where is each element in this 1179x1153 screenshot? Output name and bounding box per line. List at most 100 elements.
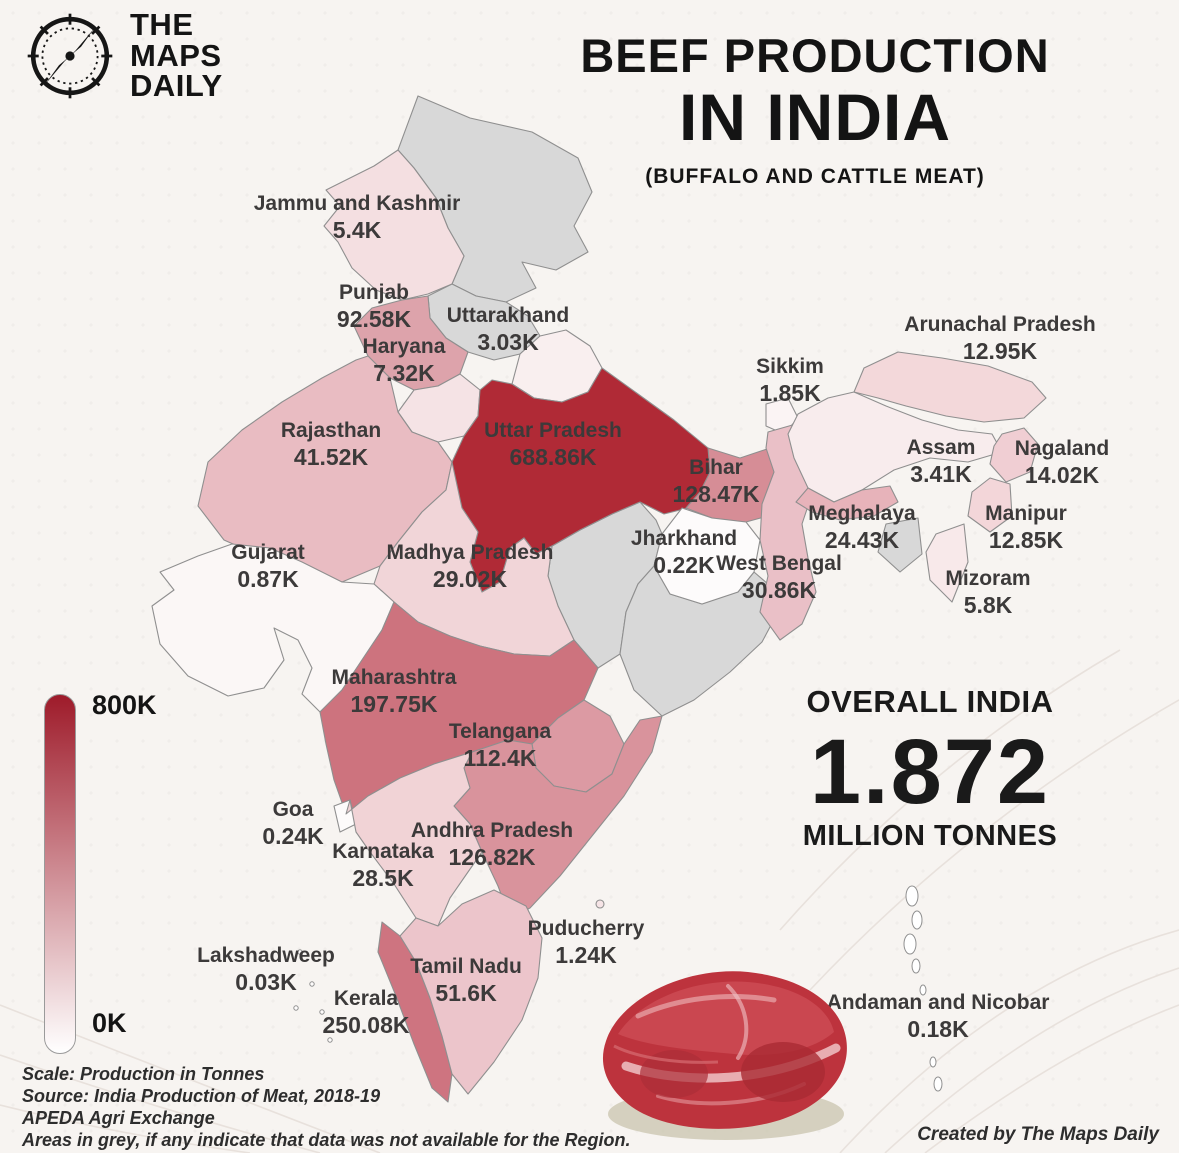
state-label-gujarat: Gujarat 0.87K — [231, 540, 305, 594]
state-value: 92.58K — [336, 306, 412, 333]
state-label-karnataka: Karnataka 28.5K — [332, 839, 434, 893]
state-label-meghalaya: Meghalaya 24.43K — [808, 501, 915, 555]
page-title-line2: IN INDIA — [679, 80, 951, 154]
state-name: Bihar — [689, 456, 743, 479]
footer-notes: Scale: Production in Tonnes Source: Indi… — [22, 1064, 630, 1152]
state-shape-jharkhand — [653, 507, 761, 605]
state-shape-jammu-kashmir — [323, 149, 465, 301]
state-name: Haryana — [362, 335, 446, 358]
state-value: 51.6K — [435, 980, 497, 1007]
state-label-arunachal-pradesh: Arunachal Pradesh 12.95K — [904, 312, 1095, 366]
state-name: Andhra Pradesh — [410, 819, 574, 842]
state-label-madhya-pradesh: Madhya Pradesh 29.02K — [387, 540, 554, 594]
state-label-west-bengal: West Bengal 30.86K — [716, 551, 842, 605]
state-value: 0.22K — [653, 552, 715, 579]
state-label-mizoram: Mizoram 5.8K — [945, 566, 1030, 620]
state-label-bihar: Bihar 128.47K — [673, 455, 760, 509]
state-shape-manipur — [967, 477, 1013, 533]
state-name: Sikkim — [756, 355, 824, 378]
state-name: Lakshadweep — [197, 944, 335, 967]
overall-heading: OVERALL INDIA — [806, 684, 1054, 719]
compass-rose-icon — [27, 13, 113, 99]
title-block: BEEF PRODUCTION IN INDIA (BUFFALO AND CA… — [455, 28, 1175, 189]
state-name: Punjab — [338, 281, 410, 304]
state-value: 14.02K — [1024, 462, 1100, 489]
page-title-line1: BEEF PRODUCTION — [580, 29, 1050, 82]
state-value: 1.85K — [759, 380, 821, 407]
state-label-telangana: Telangana 112.4K — [449, 719, 551, 773]
state-name: Manipur — [985, 502, 1067, 525]
state-shape-puducherry — [595, 899, 605, 909]
page-subtitle: (BUFFALO AND CATTLE MEAT) — [645, 165, 985, 188]
state-name: Arunachal Pradesh — [904, 313, 1096, 336]
state-name: Meghalaya — [808, 502, 916, 525]
state-name: Madhya Pradesh — [386, 541, 554, 564]
state-name: Uttar Pradesh — [484, 419, 622, 442]
state-value: 0.24K — [262, 823, 324, 850]
footer-scale-note: Scale: Production in Tonnes — [22, 1064, 265, 1084]
state-shape-gujarat — [151, 543, 395, 713]
legend-min-label: 0K — [92, 1008, 127, 1038]
overall-value: 1.872 — [809, 721, 1051, 823]
state-value: 0.87K — [237, 566, 299, 593]
state-label-goa: Goa 0.24K — [262, 797, 323, 851]
state-name: Andaman and Nicobar — [826, 991, 1050, 1014]
state-label-assam: Assam 3.41K — [907, 435, 976, 489]
state-shape-arunachal-pradesh — [853, 351, 1047, 423]
state-shape-assam — [787, 391, 1003, 503]
footer-source-note-2: APEDA Agri Exchange — [22, 1107, 215, 1128]
overall-unit: MILLION TONNES — [802, 820, 1058, 852]
state-label-maharashtra: Maharashtra 197.75K — [332, 665, 457, 719]
state-value: 128.47K — [672, 481, 760, 508]
state-name: Puducherry — [527, 917, 645, 940]
brand-name: THE MAPS DAILY — [130, 7, 223, 104]
state-name: Uttarakhand — [446, 304, 570, 327]
state-label-punjab: Punjab 92.58K — [337, 280, 411, 334]
state-label-uttar-pradesh: Uttar Pradesh 688.86K — [484, 418, 622, 472]
state-value: 28.5K — [352, 865, 414, 892]
legend-gradient-bar — [44, 694, 76, 1054]
state-name: Karnataka — [332, 840, 434, 863]
state-label-andaman-nicobar: Andaman and Nicobar 0.18K — [827, 990, 1050, 1044]
state-value: 41.52K — [293, 444, 369, 471]
state-label-andhra-pradesh: Andhra Pradesh 126.82K — [411, 818, 573, 872]
state-name: Rajasthan — [280, 419, 382, 442]
state-value: 30.86K — [741, 577, 817, 604]
state-value: 5.4K — [332, 217, 382, 244]
state-name: Kerala — [333, 987, 399, 1010]
state-shape-meghalaya — [795, 485, 899, 521]
state-name: Jammu and Kashmir — [253, 192, 461, 215]
state-value: 12.95K — [962, 338, 1038, 365]
state-value: 250.08K — [322, 1012, 410, 1039]
state-value: 112.4K — [463, 745, 537, 772]
state-shape-tripura — [877, 517, 923, 573]
state-name: Telangana — [448, 720, 552, 743]
state-shape-tamil-nadu — [399, 889, 543, 1095]
state-name: West Bengal — [716, 552, 842, 575]
state-label-puducherry: Puducherry 1.24K — [528, 916, 645, 970]
state-label-jharkhand: Jharkhand 0.22K — [631, 526, 737, 580]
state-value: 197.75K — [350, 691, 438, 718]
state-name: Goa — [272, 798, 314, 821]
state-value: 126.82K — [448, 844, 536, 871]
state-value: 3.03K — [477, 329, 539, 356]
footer-grey-note: Areas in grey, if any indicate that data… — [22, 1129, 631, 1150]
data-regions — [151, 149, 1047, 1103]
state-name: Nagaland — [1014, 437, 1110, 460]
beef-steak-illustration — [602, 971, 847, 1140]
footer-source-note: Source: India Production of Meat, 2018-1… — [22, 1085, 381, 1106]
state-value: 7.32K — [373, 360, 435, 387]
state-name: Gujarat — [231, 541, 305, 564]
state-label-nagaland: Nagaland 14.02K — [1015, 436, 1110, 490]
state-value: 29.02K — [432, 566, 508, 593]
state-shape-karnataka — [345, 751, 483, 927]
state-value: 24.43K — [824, 527, 900, 554]
state-label-lakshadweep: Lakshadweep 0.03K — [197, 943, 335, 997]
state-name: Maharashtra — [331, 666, 457, 689]
state-label-haryana: Haryana 7.32K — [363, 334, 446, 388]
state-label-jammu-kashmir: Jammu and Kashmir 5.4K — [254, 191, 461, 245]
brand-logo: THE MAPS DAILY — [24, 7, 223, 104]
state-label-tamil-nadu: Tamil Nadu 51.6K — [410, 954, 522, 1008]
